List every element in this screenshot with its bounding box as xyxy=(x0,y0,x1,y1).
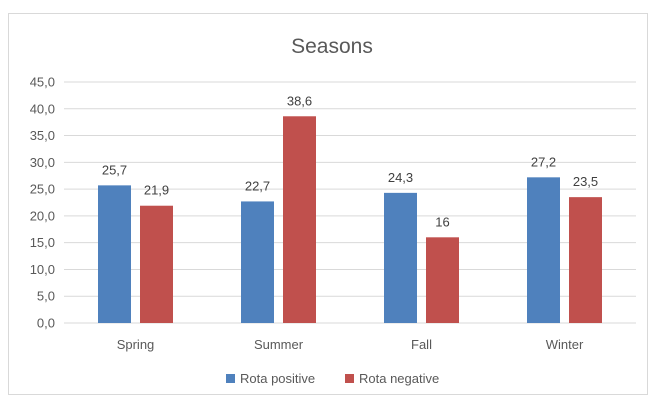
y-tick-label: 40,0 xyxy=(30,101,55,116)
data-label: 27,2 xyxy=(531,154,556,169)
data-label: 24,3 xyxy=(388,170,413,185)
y-tick-label: 0,0 xyxy=(37,316,55,331)
y-tick-label: 25,0 xyxy=(30,182,55,197)
bar xyxy=(283,116,316,323)
x-tick-label: Fall xyxy=(411,337,432,352)
bars xyxy=(98,116,602,323)
data-label: 22,7 xyxy=(245,178,270,193)
bar xyxy=(241,201,274,323)
y-axis-tick-labels: 0,0 5,0 10,0 15,0 20,0 25,0 30,0 35,0 40,0 45,0 xyxy=(30,75,55,331)
legend-label: Rota positive xyxy=(240,371,315,386)
x-tick-label: Spring xyxy=(117,337,155,352)
legend-swatch xyxy=(345,374,354,383)
bar xyxy=(426,237,459,323)
y-tick-label: 15,0 xyxy=(30,235,55,250)
legend-label: Rota negative xyxy=(359,371,439,386)
bar xyxy=(384,192,417,323)
data-label: 16 xyxy=(435,214,449,229)
bar xyxy=(140,205,173,323)
x-tick-label: Winter xyxy=(546,337,584,352)
y-tick-label: 10,0 xyxy=(30,262,55,277)
chart-title: Seasons xyxy=(291,35,373,58)
legend-swatch xyxy=(226,374,235,383)
y-tick-label: 35,0 xyxy=(30,128,55,143)
x-axis-tick-labels: Spring Summer Fall Winter xyxy=(117,337,584,352)
y-tick-label: 5,0 xyxy=(37,289,55,304)
data-label: 25,7 xyxy=(102,162,127,177)
data-label: 23,5 xyxy=(573,174,598,189)
y-tick-label: 45,0 xyxy=(30,75,55,90)
legend: Rota positive Rota negative xyxy=(226,371,439,386)
y-tick-label: 20,0 xyxy=(30,208,55,223)
y-tick-label: 30,0 xyxy=(30,155,55,170)
data-label: 38,6 xyxy=(287,93,312,108)
data-label: 21,9 xyxy=(144,183,169,198)
bar xyxy=(527,177,560,323)
bar xyxy=(569,197,602,323)
bar xyxy=(98,185,131,323)
x-tick-label: Summer xyxy=(254,337,304,352)
data-labels: 25,7 21,9 22,7 38,6 24,3 16 27,2 23,5 xyxy=(102,93,598,229)
